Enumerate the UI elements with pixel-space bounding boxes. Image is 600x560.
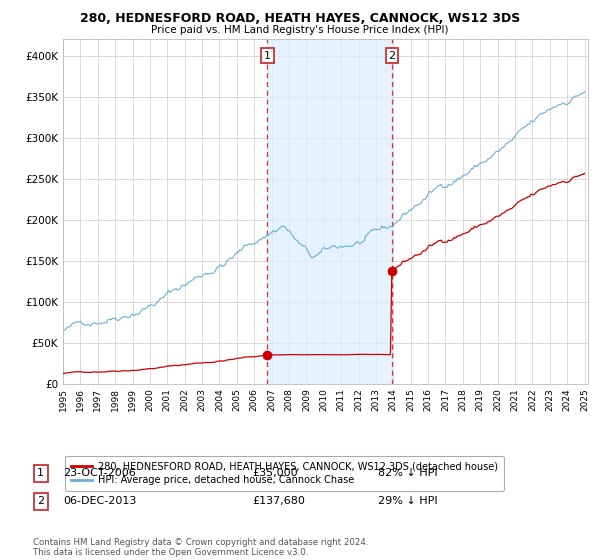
Text: 23-OCT-2006: 23-OCT-2006 [63, 468, 136, 478]
Text: 1: 1 [264, 50, 271, 60]
Text: 29% ↓ HPI: 29% ↓ HPI [378, 496, 437, 506]
Text: 1: 1 [37, 468, 44, 478]
Legend: 280, HEDNESFORD ROAD, HEATH HAYES, CANNOCK, WS12 3DS (detached house), HPI: Aver: 280, HEDNESFORD ROAD, HEATH HAYES, CANNO… [65, 456, 504, 491]
Text: Contains HM Land Registry data © Crown copyright and database right 2024.
This d: Contains HM Land Registry data © Crown c… [33, 538, 368, 557]
Text: Price paid vs. HM Land Registry's House Price Index (HPI): Price paid vs. HM Land Registry's House … [151, 25, 449, 35]
Text: 82% ↓ HPI: 82% ↓ HPI [378, 468, 437, 478]
Bar [267, 39, 392, 384]
Text: 280, HEDNESFORD ROAD, HEATH HAYES, CANNOCK, WS12 3DS: 280, HEDNESFORD ROAD, HEATH HAYES, CANNO… [80, 12, 520, 25]
Text: £35,000: £35,000 [252, 468, 298, 478]
Text: 2: 2 [37, 496, 44, 506]
Text: £137,680: £137,680 [252, 496, 305, 506]
Text: 06-DEC-2013: 06-DEC-2013 [63, 496, 136, 506]
Text: 2: 2 [388, 50, 395, 60]
